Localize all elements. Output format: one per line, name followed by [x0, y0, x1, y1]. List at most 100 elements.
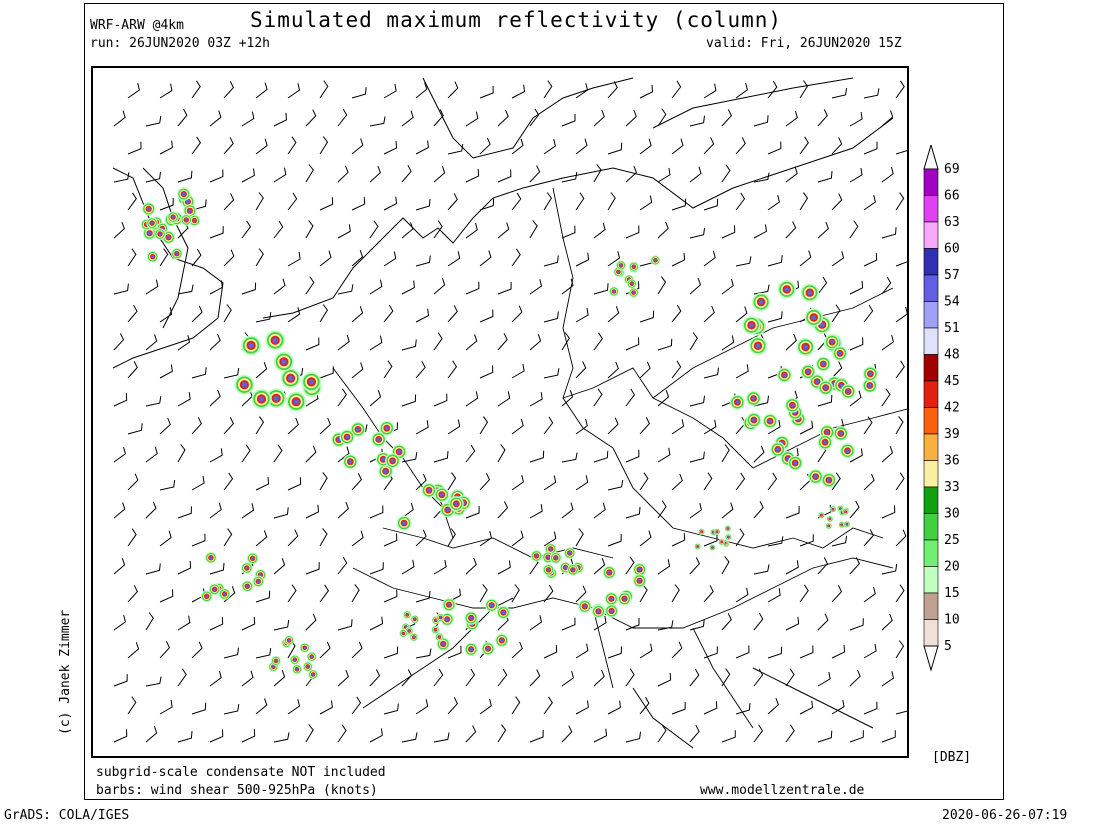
- wind-barb: [849, 618, 864, 631]
- reflectivity-cell: [412, 636, 416, 639]
- wind-barb: [127, 304, 138, 323]
- wind-barb: [543, 645, 558, 659]
- wind-barb: [255, 416, 265, 435]
- reflectivity-cell: [355, 427, 361, 432]
- wind-barb: [127, 696, 137, 715]
- reflectivity-cell: [147, 231, 152, 236]
- wind-barb: [575, 252, 590, 267]
- wind-barb: [561, 113, 576, 127]
- wind-barb: [607, 251, 621, 267]
- reflectivity-cell: [175, 252, 179, 256]
- wind-barb: [639, 84, 654, 99]
- wind-barb: [497, 169, 512, 183]
- wind-barb: [159, 364, 173, 379]
- reflectivity-echoes: [140, 187, 878, 680]
- wind-barb: [223, 249, 235, 267]
- reflectivity-cell: [281, 359, 287, 365]
- wind-barb: [703, 83, 717, 99]
- reflectivity-cell: [295, 667, 299, 671]
- wind-barb: [703, 585, 714, 603]
- reflectivity-cell: [223, 592, 227, 596]
- wind-barb: [447, 305, 458, 323]
- reflectivity-cell: [793, 460, 798, 466]
- wind-barb: [159, 589, 174, 603]
- wind-barb: [753, 564, 770, 575]
- reflectivity-cell: [867, 383, 872, 388]
- legend-swatch: [923, 460, 939, 488]
- wind-barb: [287, 136, 297, 155]
- wind-barb: [127, 82, 140, 99]
- wind-barb: [753, 501, 764, 519]
- wind-barb: [415, 82, 428, 99]
- wind-barb: [625, 668, 635, 687]
- wind-barb: [511, 696, 521, 715]
- wind-barb: [351, 641, 363, 659]
- wind-barb: [849, 669, 861, 687]
- wind-barb: [543, 255, 559, 267]
- wind-barb: [383, 360, 393, 379]
- legend-level-label: 54: [944, 295, 960, 310]
- wind-barb: [575, 308, 589, 323]
- wind-barb: [113, 221, 125, 239]
- wind-barb: [511, 138, 524, 155]
- wind-barb: [831, 304, 841, 323]
- wind-barb: [305, 724, 314, 743]
- wind-barb: [337, 446, 350, 463]
- wind-barb: [625, 337, 640, 351]
- reflectivity-cell: [609, 596, 614, 601]
- wind-barb: [145, 676, 162, 687]
- wind-barb: [593, 502, 606, 519]
- wind-barb: [287, 83, 301, 99]
- wind-barb: [319, 584, 330, 603]
- wind-barb: [561, 390, 574, 407]
- wind-barb: [785, 166, 798, 183]
- reflectivity-cell: [384, 426, 389, 431]
- wind-barb: [337, 501, 349, 519]
- wind-barb: [319, 197, 334, 211]
- wind-barb: [159, 198, 174, 211]
- reflectivity-cell: [441, 642, 446, 646]
- wind-barb: [689, 332, 698, 351]
- wind-barb: [561, 452, 578, 463]
- wind-barb: [159, 140, 173, 155]
- wind-barb: [543, 368, 560, 379]
- wind-barb: [657, 221, 669, 239]
- wind-barb: [593, 222, 606, 239]
- reflectivity-cell: [434, 628, 437, 631]
- wind-barb: [863, 253, 878, 267]
- wind-barb: [703, 701, 718, 715]
- wind-barb: [447, 697, 458, 715]
- wind-barb: [575, 475, 589, 491]
- reflectivity-cell: [390, 458, 395, 463]
- reflectivity-cell: [438, 635, 441, 639]
- reflectivity-cell: [838, 431, 843, 436]
- wind-barb: [799, 80, 809, 99]
- wind-barb: [255, 312, 272, 323]
- wind-barb: [849, 500, 860, 519]
- wind-barb: [721, 730, 736, 743]
- wind-barb: [721, 444, 730, 463]
- wind-barb: [767, 255, 783, 267]
- wind-barb: [607, 81, 618, 99]
- website-link[interactable]: www.modellzentrale.de: [700, 783, 865, 798]
- wind-barb: [735, 528, 745, 547]
- wind-barb: [529, 279, 543, 295]
- wind-barb: [799, 700, 814, 715]
- reflectivity-cell: [293, 658, 297, 662]
- wind-barb: [223, 417, 234, 435]
- wind-barb: [831, 193, 843, 211]
- wind-barb: [607, 700, 621, 715]
- wind-barb: [113, 674, 128, 687]
- wind-barb: [511, 418, 524, 435]
- wind-barb: [337, 334, 350, 351]
- wind-barb: [223, 304, 232, 323]
- wind-barb: [209, 280, 223, 295]
- wind-barb: [479, 250, 492, 267]
- wind-barb: [831, 251, 845, 267]
- legend-level-label: 39: [944, 427, 960, 442]
- wind-barb: [465, 444, 476, 463]
- wind-barb: [831, 87, 848, 99]
- wind-barb: [881, 446, 894, 463]
- wind-barb: [447, 251, 461, 267]
- wind-barb: [561, 725, 573, 743]
